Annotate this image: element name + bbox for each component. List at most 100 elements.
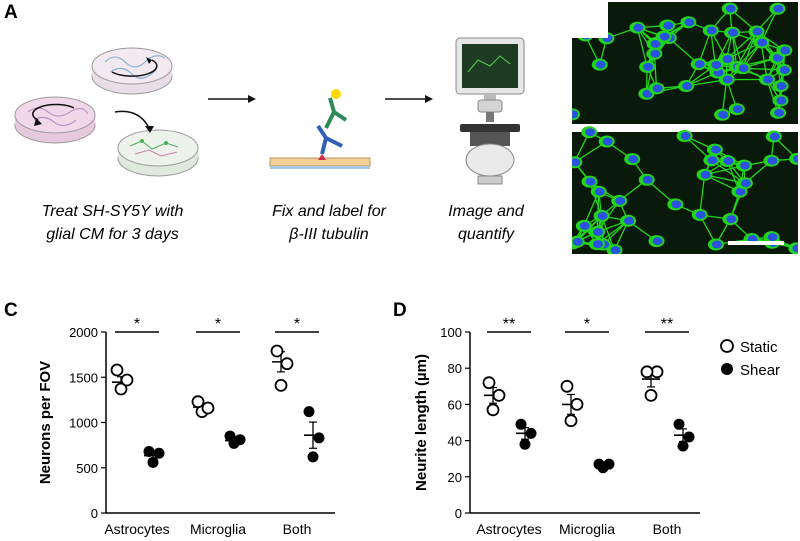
caption-fix: Fix and label for β-III tubulin <box>244 200 414 246</box>
micrograph-static <box>572 2 798 124</box>
legend-shear-label: Shear <box>740 362 780 379</box>
panel-label-c: C <box>4 300 18 321</box>
nucleus <box>792 244 798 253</box>
chart-d: 0 20 40 60 80 100 Neurite length (µm) Astrocyte… <box>413 316 700 537</box>
nucleus <box>740 161 751 170</box>
caption-line: Image and <box>448 203 524 220</box>
data-point-static <box>570 398 584 411</box>
nucleus <box>725 4 736 13</box>
nucleus <box>684 18 695 27</box>
data-point-static <box>486 403 500 417</box>
data-point-static <box>120 373 134 387</box>
petri-dish-icon <box>117 129 199 177</box>
data-point-static <box>191 395 205 409</box>
nucleus <box>694 60 705 69</box>
transfer-arrow-icon <box>114 110 151 131</box>
data-point-static <box>564 414 578 428</box>
nucleus <box>652 237 663 246</box>
nucleus <box>659 32 670 41</box>
x-tick-label: Both <box>653 521 682 537</box>
nucleus <box>718 110 729 119</box>
nucleus <box>633 23 644 32</box>
nucleus <box>585 128 596 137</box>
petri-dish-icon <box>14 96 96 144</box>
y-tick-label: 0 <box>455 506 462 521</box>
nucleus <box>772 53 783 62</box>
y-axis-label: Neurons per FOV <box>37 361 54 484</box>
data-point-shear <box>593 458 605 470</box>
caption-image: Image and quantify <box>430 200 542 246</box>
neurite <box>760 42 768 80</box>
caption-treat: Treat SH-SY5Y with glial CM for 3 days <box>10 200 215 246</box>
data-point-shear <box>307 451 319 463</box>
micrograph-background <box>572 132 798 254</box>
nucleus <box>610 246 621 254</box>
x-tick-label: Microglia <box>190 521 246 537</box>
nucleus <box>579 221 590 230</box>
y-tick-label: 40 <box>448 434 462 449</box>
nucleus <box>722 75 733 84</box>
y-axis-label: Neurite length (µm) <box>413 354 430 491</box>
neurite <box>699 174 706 215</box>
petri-dish-icon <box>91 47 173 95</box>
nucleus <box>643 62 654 71</box>
significance-label: * <box>294 316 300 333</box>
nucleus <box>682 82 693 91</box>
nucleus <box>735 187 746 196</box>
panel-label-d: D <box>393 300 407 321</box>
nucleus <box>680 131 691 140</box>
nucleus <box>711 240 722 249</box>
antibody-on-slide-icon <box>269 89 371 169</box>
significance-label: ** <box>503 316 515 333</box>
data-point-static <box>110 363 124 377</box>
nucleus <box>757 38 768 47</box>
x-tick-label: Astrocytes <box>476 521 541 537</box>
data-point-static <box>280 357 294 371</box>
y-tick-label: 20 <box>448 470 462 485</box>
data-point-shear <box>143 445 155 457</box>
nucleus <box>780 46 791 55</box>
micrograph-panel <box>572 2 798 254</box>
nucleus <box>776 81 787 90</box>
y-tick-label: 2000 <box>69 325 98 340</box>
data-point-shear <box>603 458 615 470</box>
caption-line: Treat SH-SY5Y with <box>41 203 184 220</box>
data-point-shear <box>313 432 325 444</box>
data-point-shear <box>234 434 246 446</box>
nucleus <box>776 96 787 105</box>
caption-line: quantify <box>457 226 515 243</box>
nucleus <box>695 210 706 219</box>
nucleus <box>732 105 743 114</box>
x-tick-label: Microglia <box>559 521 615 537</box>
significance-label: * <box>134 316 140 333</box>
data-point-static <box>270 344 284 358</box>
y-tick-label: 100 <box>440 325 462 340</box>
data-point-static <box>482 376 496 390</box>
y-tick-label: 1000 <box>69 416 98 431</box>
nucleus <box>628 155 639 164</box>
panel-label-a: A <box>4 2 18 23</box>
nucleus <box>728 28 739 37</box>
data-point-shear <box>677 440 689 452</box>
nucleus <box>740 179 751 188</box>
nucleus <box>773 4 784 13</box>
legend-static-marker <box>720 339 734 353</box>
nucleus <box>597 211 608 220</box>
nucleus <box>594 187 605 196</box>
nucleus <box>767 156 778 165</box>
significance-label: ** <box>661 316 673 333</box>
micrograph-shear <box>572 126 798 254</box>
data-point-static <box>274 378 288 392</box>
nucleus <box>585 177 596 186</box>
microscope-icon <box>455 37 525 185</box>
nucleus <box>615 196 626 205</box>
nucleus <box>738 64 749 73</box>
nucleus <box>652 84 663 93</box>
data-point-static <box>114 382 128 396</box>
data-point-shear <box>683 431 695 443</box>
data-point-shear <box>303 406 315 418</box>
x-tick-label: Astrocytes <box>104 521 169 537</box>
y-tick-label: 80 <box>448 361 462 376</box>
nucleus <box>722 55 733 64</box>
caption-line: Fix and label for <box>272 203 386 220</box>
